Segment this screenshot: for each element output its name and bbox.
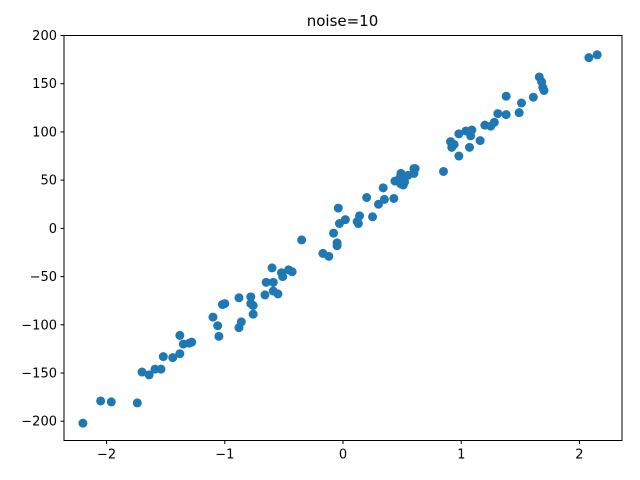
data-point xyxy=(132,398,142,408)
data-point xyxy=(260,290,270,300)
y-tick-label: −100 xyxy=(21,318,57,333)
data-point xyxy=(454,151,464,161)
x-tick-label: 0 xyxy=(339,448,347,463)
data-point xyxy=(175,349,185,359)
plot-area-frame xyxy=(63,35,623,441)
y-axis-ticks: −200 −150 −100 −50 0 50 100 150 200 xyxy=(21,29,64,430)
data-point xyxy=(501,110,511,120)
data-point xyxy=(297,235,307,245)
data-point xyxy=(236,317,246,327)
data-point xyxy=(187,337,197,347)
data-point xyxy=(287,267,297,277)
chart-title: noise=10 xyxy=(307,12,379,30)
y-tick-label: −50 xyxy=(30,270,57,285)
data-point xyxy=(362,193,372,202)
data-point xyxy=(399,177,409,187)
data-point xyxy=(273,289,283,299)
y-tick-label: 150 xyxy=(32,77,57,92)
data-point xyxy=(368,212,378,222)
data-point xyxy=(454,129,464,139)
data-point xyxy=(208,312,218,322)
data-point xyxy=(261,277,271,287)
data-point xyxy=(340,215,350,225)
data-point xyxy=(592,50,602,60)
y-tick-label: 100 xyxy=(32,125,57,140)
data-point xyxy=(493,109,503,119)
data-point xyxy=(501,91,511,101)
data-point xyxy=(248,301,258,310)
y-tick-label: 200 xyxy=(32,29,57,44)
data-point xyxy=(96,396,106,406)
data-point xyxy=(329,228,339,238)
y-tick-label: 50 xyxy=(40,174,57,189)
data-point xyxy=(144,370,154,380)
x-axis-ticks: −2 −1 0 1 2 xyxy=(97,440,584,463)
data-point xyxy=(355,211,365,221)
data-point xyxy=(214,331,224,341)
data-point xyxy=(489,117,499,127)
data-point xyxy=(137,367,147,377)
data-point xyxy=(389,193,399,203)
x-tick-label: 2 xyxy=(575,448,583,463)
data-point xyxy=(234,293,244,303)
data-point xyxy=(584,53,594,63)
data-point xyxy=(378,183,388,193)
data-point xyxy=(332,241,342,251)
data-points xyxy=(78,50,602,428)
data-point xyxy=(514,108,524,118)
data-point xyxy=(248,309,258,319)
data-point xyxy=(278,272,288,282)
data-point xyxy=(333,203,343,213)
data-point xyxy=(168,353,178,363)
data-point xyxy=(213,321,223,331)
data-point xyxy=(246,292,256,302)
data-point xyxy=(467,125,477,135)
x-tick-label: −1 xyxy=(215,448,234,463)
data-point xyxy=(539,85,549,95)
data-point xyxy=(267,263,277,273)
data-point xyxy=(528,92,538,102)
data-point xyxy=(268,277,278,287)
y-tick-label: −150 xyxy=(21,367,57,382)
data-point xyxy=(220,299,230,309)
data-point xyxy=(464,142,474,152)
y-tick-label: 0 xyxy=(49,222,57,237)
data-point xyxy=(396,168,406,178)
data-point xyxy=(78,418,88,428)
x-tick-label: −2 xyxy=(97,448,116,463)
data-point xyxy=(475,136,485,146)
data-point xyxy=(156,364,166,374)
data-point xyxy=(353,219,363,229)
data-point xyxy=(410,164,420,174)
data-point xyxy=(158,352,168,362)
data-point xyxy=(438,166,448,176)
data-point xyxy=(324,251,334,261)
data-point xyxy=(106,397,116,407)
data-point xyxy=(449,139,459,149)
y-tick-label: −200 xyxy=(21,415,57,430)
data-point xyxy=(379,194,389,204)
data-point xyxy=(175,330,185,340)
data-point xyxy=(517,98,527,108)
x-tick-label: 1 xyxy=(457,448,465,463)
